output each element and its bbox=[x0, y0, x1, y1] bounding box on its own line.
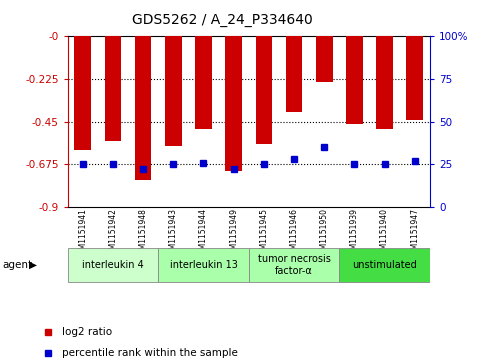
Text: unstimulated: unstimulated bbox=[352, 260, 417, 270]
Bar bbox=[376, 36, 393, 129]
Bar bbox=[105, 36, 121, 140]
Bar bbox=[316, 36, 332, 82]
Bar bbox=[68, 248, 158, 282]
Bar bbox=[165, 36, 182, 146]
Bar bbox=[249, 248, 339, 282]
Bar bbox=[256, 36, 272, 144]
Text: interleukin 13: interleukin 13 bbox=[170, 260, 238, 270]
Text: ▶: ▶ bbox=[29, 260, 37, 270]
Bar bbox=[339, 248, 430, 282]
Text: interleukin 4: interleukin 4 bbox=[82, 260, 144, 270]
Text: percentile rank within the sample: percentile rank within the sample bbox=[62, 347, 238, 358]
Bar bbox=[407, 36, 423, 120]
Text: log2 ratio: log2 ratio bbox=[62, 327, 112, 337]
Bar bbox=[346, 36, 363, 123]
Bar bbox=[74, 36, 91, 150]
Bar bbox=[158, 248, 249, 282]
Text: agent: agent bbox=[2, 260, 32, 270]
Bar bbox=[226, 36, 242, 171]
Bar bbox=[135, 36, 151, 180]
Bar bbox=[286, 36, 302, 112]
Text: GDS5262 / A_24_P334640: GDS5262 / A_24_P334640 bbox=[132, 13, 313, 27]
Text: tumor necrosis
factor-α: tumor necrosis factor-α bbox=[257, 254, 330, 276]
Bar bbox=[195, 36, 212, 129]
